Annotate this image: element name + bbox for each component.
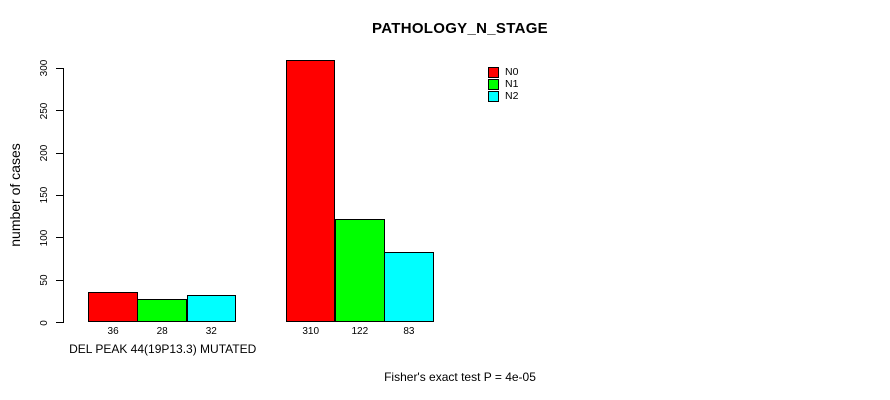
bar-value-label: 83	[403, 326, 415, 337]
footnote-fisher-test: Fisher's exact test P = 4e-05	[384, 370, 536, 384]
bar-n2-group1	[186, 295, 237, 323]
bar-n0-group2	[285, 59, 336, 323]
y-tick-label: 200	[38, 144, 50, 162]
y-tick-mark	[56, 322, 63, 323]
legend-swatch-icon	[488, 66, 499, 78]
legend-swatch-icon	[488, 78, 499, 90]
y-tick-label: 250	[38, 102, 50, 120]
bar-value-label: 36	[107, 326, 119, 337]
y-tick-label: 50	[38, 274, 50, 286]
y-tick-mark	[56, 194, 63, 196]
y-tick-mark	[56, 279, 63, 281]
bar-value-label: 122	[351, 326, 369, 337]
bar-n1-group1	[137, 298, 187, 323]
y-tick-label: 100	[38, 229, 50, 247]
legend-label: N0	[505, 65, 519, 78]
y-axis-label: number of cases	[7, 143, 23, 247]
y-tick-mark	[56, 110, 63, 112]
legend: N0 N1 N2	[488, 66, 518, 103]
y-tick-label: 150	[38, 187, 50, 204]
legend-item-n0: N0	[488, 66, 518, 78]
legend-item-n1: N1	[488, 78, 518, 90]
bar-value-label: 28	[156, 326, 168, 337]
y-tick-mark	[56, 237, 63, 239]
bar-value-label: 310	[302, 326, 320, 337]
legend-label: N1	[505, 77, 519, 90]
bar-n1-group2	[335, 219, 385, 323]
legend-label: N2	[505, 89, 519, 102]
legend-item-n2: N2	[488, 90, 518, 102]
group-category-label: DEL PEAK 44(19P13.3) MUTATED	[69, 342, 257, 356]
y-tick-mark	[56, 67, 63, 69]
legend-swatch-icon	[488, 90, 499, 102]
y-tick-label: 0	[38, 319, 50, 326]
bar-n2-group2	[384, 252, 434, 323]
y-tick-label: 300	[38, 60, 50, 77]
y-axis-line	[63, 68, 64, 323]
chart-title: PATHOLOGY_N_STAGE	[372, 20, 548, 37]
y-tick-mark	[56, 152, 63, 154]
bar-n0-group1	[88, 292, 138, 323]
bar-value-label: 32	[205, 326, 217, 337]
